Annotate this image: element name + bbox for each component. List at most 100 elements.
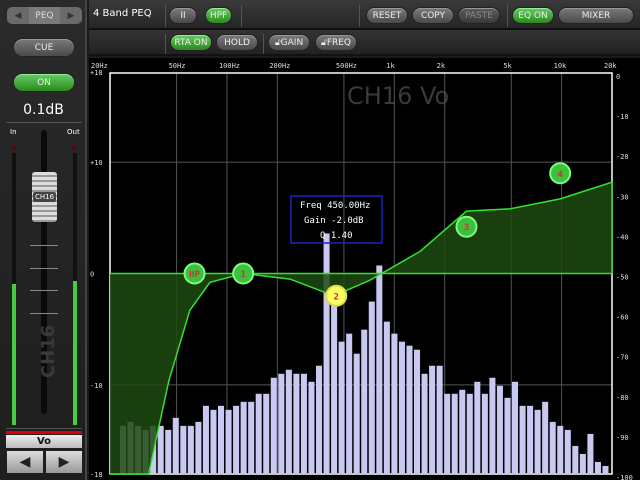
rta-bar [218, 405, 225, 474]
freq-tick-label: 20Hz [91, 62, 108, 70]
mixer-button[interactable]: MIXER [558, 7, 634, 24]
rta-bar [444, 393, 451, 474]
eq-band-label: 3 [464, 223, 469, 233]
gain-tick-label: 0 [90, 271, 94, 279]
peq-nav: ◀ PEQ ▶ [7, 7, 82, 24]
rta-bar [346, 333, 353, 474]
rta-bar [549, 421, 556, 474]
rta-bar [225, 409, 232, 474]
freq-tick-label: 10k [554, 62, 567, 70]
rta-on-button[interactable]: RTA ON [170, 34, 212, 51]
rta-bar [564, 429, 571, 474]
next-arrow-icon[interactable]: ▶ [67, 10, 75, 21]
rta-bar [602, 465, 609, 474]
rta-tick-label: 0 [616, 73, 620, 81]
rta-bar [496, 385, 503, 474]
freq-tick-label: 200Hz [269, 62, 290, 70]
copy-button[interactable]: COPY [412, 7, 454, 24]
rta-bar [165, 429, 172, 474]
channel-name[interactable]: Vo [6, 435, 82, 448]
rta-bar [195, 421, 202, 474]
rta-tick-label: -30 [616, 193, 629, 201]
info-gain: Gain -2.0dB [304, 216, 364, 226]
rta-tick-label: -60 [616, 314, 629, 322]
rta-bar [202, 405, 209, 474]
rta-bar [248, 401, 255, 474]
rta-bar [512, 381, 519, 474]
eq-band-handle[interactable] [455, 215, 478, 238]
eq-band-label: 1 [240, 270, 245, 280]
unlock-icon: 🔓︎ [274, 37, 281, 48]
rta-bar [172, 417, 179, 474]
rta-bar [338, 341, 345, 474]
eq-type-button[interactable]: II [169, 7, 197, 24]
gain-lock-button[interactable]: 🔓︎ GAIN [268, 34, 310, 51]
gain-tick-label: -10 [90, 382, 103, 390]
eq-band-handle[interactable] [183, 262, 206, 285]
next-channel-button[interactable]: ▶ [46, 451, 82, 473]
rta-bar [391, 333, 398, 474]
rta-tick-label: -40 [616, 233, 629, 241]
rta-bar [270, 377, 277, 474]
eq-band-handle[interactable] [325, 284, 348, 307]
rta-tick-label: -50 [616, 274, 629, 282]
rta-bar [534, 409, 541, 474]
info-freq: Freq 450.00Hz [300, 201, 370, 211]
out-label: Out [67, 128, 80, 136]
on-button[interactable]: ON [13, 73, 75, 92]
prev-channel-button[interactable]: ◀ [7, 451, 43, 473]
fader-label: CH16 [32, 192, 57, 202]
eq-on-button[interactable]: EQ ON [512, 7, 554, 24]
rta-bar [278, 373, 285, 474]
rta-bar [421, 373, 428, 474]
in-meter [12, 153, 16, 425]
rta-bar [542, 401, 549, 474]
eq-fill [110, 182, 612, 474]
rta-bar [527, 405, 534, 474]
eq-band-label: HP [189, 270, 200, 280]
rta-bar [368, 301, 375, 474]
info-q: Q 1.40 [320, 231, 353, 241]
eq-band-label: 4 [557, 170, 563, 180]
freq-tick-label: 100Hz [219, 62, 240, 70]
rta-bar [255, 393, 262, 474]
rta-bar [572, 445, 579, 474]
rta-bar [474, 381, 481, 474]
cue-button[interactable]: CUE [13, 38, 75, 57]
prev-arrow-icon[interactable]: ◀ [14, 10, 22, 21]
rta-bar [376, 265, 383, 474]
freq-tick-label: 5k [503, 62, 512, 70]
rta-bar [429, 365, 436, 474]
rta-bar [406, 345, 413, 474]
paste-button[interactable]: PASTE [458, 7, 500, 24]
hold-button[interactable]: HOLD [216, 34, 258, 51]
top-toolbar: 4 Band PEQ II HPF RESET COPY PASTE EQ ON… [89, 0, 640, 30]
rta-bar [187, 425, 194, 474]
rta-bar [594, 461, 601, 474]
freq-lock-button[interactable]: 🔓︎ FREQ [315, 34, 357, 51]
level-readout: 0.1dB [23, 102, 64, 118]
reset-button[interactable]: RESET [366, 7, 408, 24]
rta-bar [489, 377, 496, 474]
rta-bar [300, 373, 307, 474]
hpf-button[interactable]: HPF [205, 7, 232, 24]
rta-tick-label: -20 [616, 153, 629, 161]
eq-band-handle[interactable] [549, 162, 572, 185]
graph-watermark: CH16 Vo [347, 82, 449, 110]
eq-title: 4 Band PEQ [93, 8, 152, 19]
rta-bar [361, 329, 368, 474]
rta-bar [504, 397, 511, 474]
fader-knob[interactable]: CH16 [32, 172, 57, 222]
eq-band-label: 2 [334, 292, 339, 302]
eq-graph[interactable]: CH16 Vo 20Hz 50Hz 100Hz 200Hz 500Hz 1k 2k 5k 10k… [89, 58, 640, 480]
freq-tick-label: 2k [437, 62, 446, 70]
rta-bar [519, 405, 526, 474]
rta-bar [451, 393, 458, 474]
rta-bar [466, 393, 473, 474]
rta-bar [414, 349, 421, 474]
rta-bar [210, 409, 217, 474]
eq-band-handle[interactable] [232, 262, 255, 285]
freq-tick-label: 500Hz [336, 62, 357, 70]
rta-tick-label: -100 [616, 474, 633, 480]
rta-bar [293, 373, 300, 474]
